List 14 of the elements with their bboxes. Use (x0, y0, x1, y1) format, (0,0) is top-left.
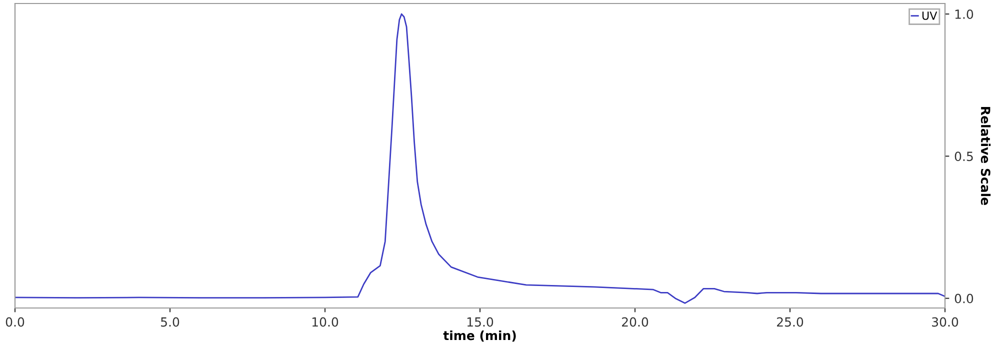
y-tick-label: 0.0 (954, 294, 974, 304)
x-tick-label: 30.0 (932, 317, 958, 327)
x-tick-label: 10.0 (312, 317, 338, 327)
x-axis-title: time (min) (443, 330, 516, 342)
y-tick-label: 0.5 (954, 152, 973, 162)
x-tick-label: 20.0 (622, 317, 648, 327)
line-series (15, 13, 945, 304)
y-tick-label: 1.0 (955, 9, 974, 19)
legend-label: UV (922, 12, 938, 20)
x-tick-label: 25.0 (777, 317, 804, 327)
x-tick-label: 0.0 (6, 317, 24, 327)
x-tick-label: 5.0 (161, 317, 180, 327)
x-tick-label: 15.0 (467, 317, 494, 327)
y-axis-title: Relative Scale (980, 107, 991, 205)
